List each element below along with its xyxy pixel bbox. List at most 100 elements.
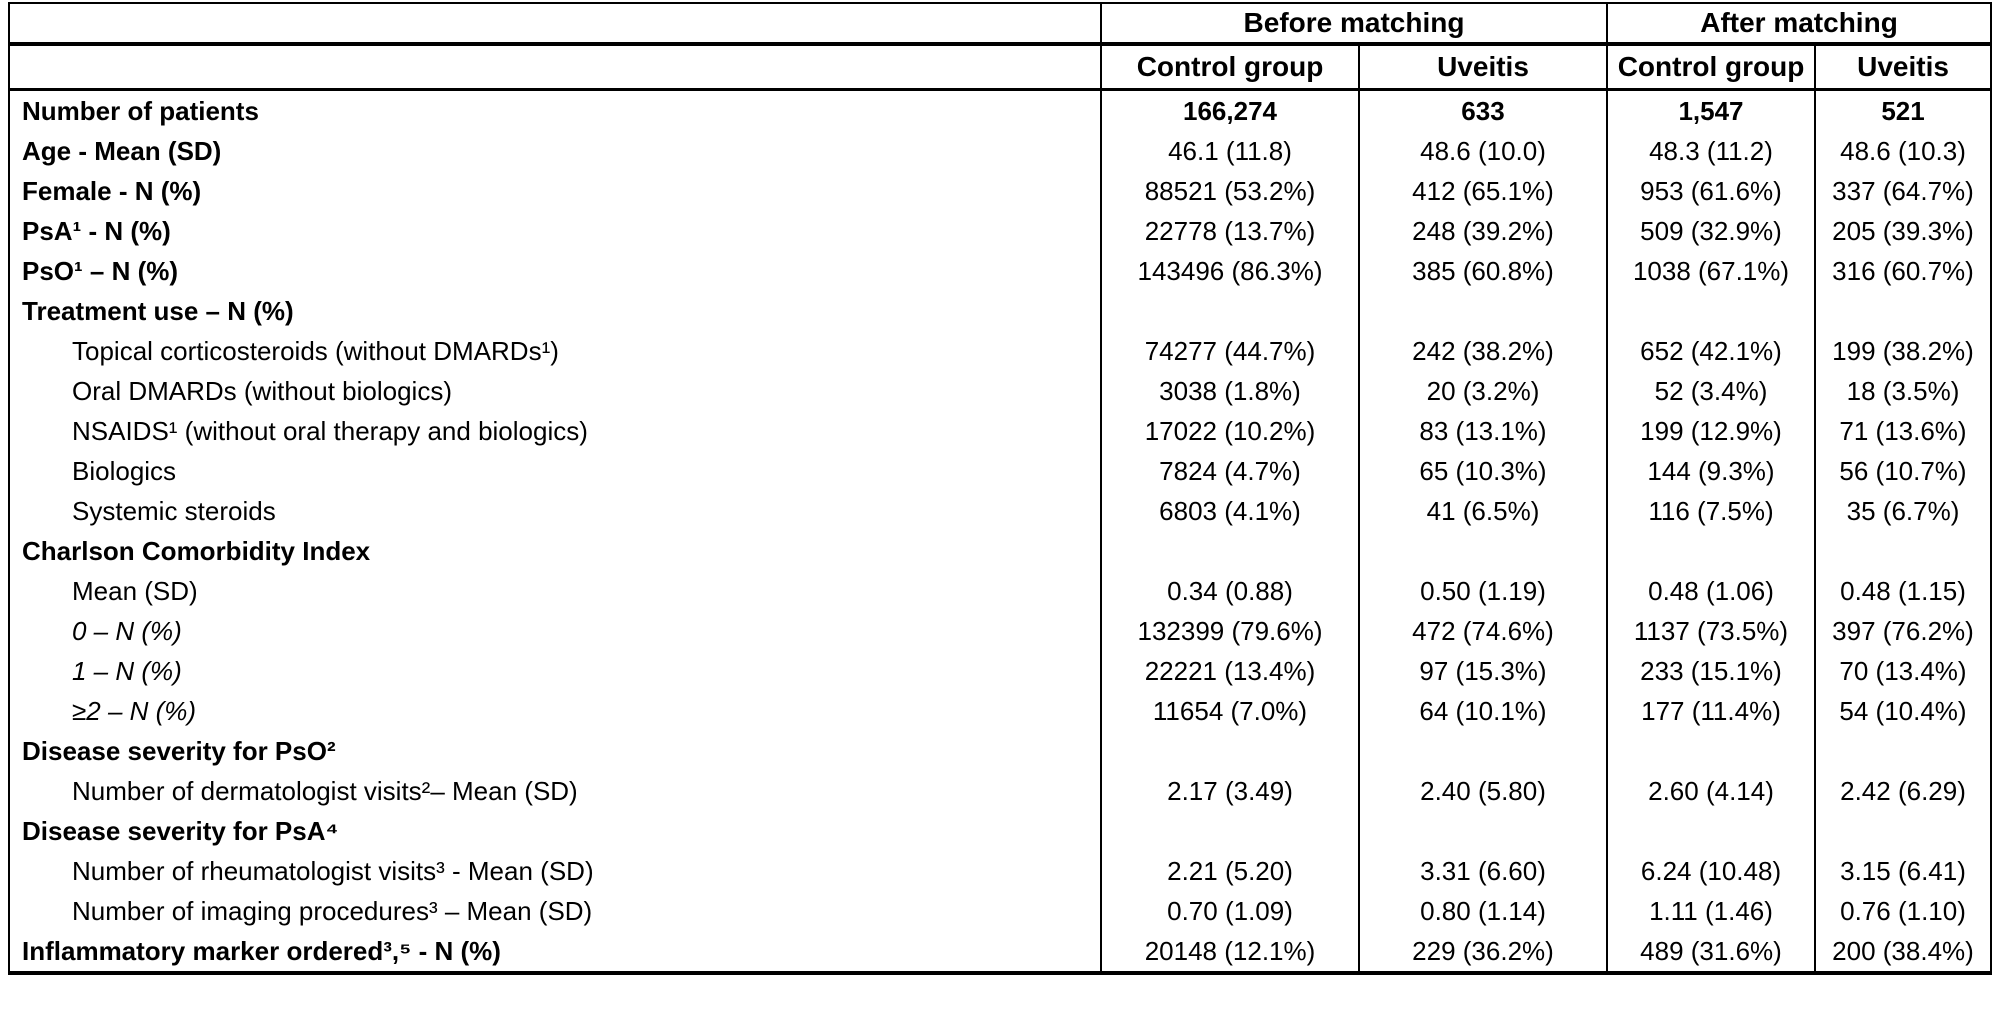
cell-value: 3038 (1.8%) (1100, 371, 1359, 411)
cell-value: 17022 (10.2%) (1100, 411, 1359, 451)
row-label: Number of imaging procedures³ – Mean (SD… (72, 896, 593, 926)
table-row: Topical corticosteroids (without DMARDs¹… (9, 331, 1992, 371)
column-header-uveitis-after: Uveitis (1813, 44, 1992, 91)
table-row: Disease severity for PsO² (9, 731, 1992, 771)
table-row: Disease severity for PsA⁴ (9, 811, 1992, 851)
cell-value: 2.60 (4.14) (1606, 771, 1815, 811)
cell-value: 18 (3.5%) (1813, 371, 1992, 411)
corner-cell (9, 44, 1101, 91)
cell-value: 143496 (86.3%) (1100, 251, 1359, 291)
cell-value: 83 (13.1%) (1358, 411, 1607, 451)
group-header-row: Before matching After matching (9, 3, 1992, 46)
cell-value: 97 (15.3%) (1358, 651, 1607, 691)
cell-value: 472 (74.6%) (1358, 611, 1607, 651)
cell-value: 2.17 (3.49) (1100, 771, 1359, 811)
cell-value: 132399 (79.6%) (1100, 611, 1359, 651)
row-label: Biologics (72, 456, 177, 486)
table-row: Age - Mean (SD) 46.1 (11.8) 48.6 (10.0) 48.… (9, 131, 1992, 171)
cell-value: 3.15 (6.41) (1813, 851, 1992, 891)
cell-value: 0.34 (0.88) (1100, 571, 1359, 611)
cell-value: 1.11 (1.46) (1606, 891, 1815, 931)
table-row: ≥2 – N (%) 11654 (7.0%) 64 (10.1%) 177 (11.… (9, 691, 1992, 731)
cell-value: 20 (3.2%) (1358, 371, 1607, 411)
column-header-uveitis-before: Uveitis (1358, 44, 1607, 91)
row-label: Number of dermatologist visits²– Mean (S… (72, 776, 578, 806)
cell-value: 385 (60.8%) (1358, 251, 1607, 291)
cell-value: 54 (10.4%) (1813, 691, 1992, 731)
cell-value: 144 (9.3%) (1606, 451, 1815, 491)
table-row: NSAIDS¹ (without oral therapy and biolog… (9, 411, 1992, 451)
cell-value: 0.50 (1.19) (1358, 571, 1607, 611)
cell-value (1358, 811, 1607, 851)
cell-value: 22221 (13.4%) (1100, 651, 1359, 691)
column-header-control-before: Control group (1100, 44, 1359, 91)
table-row: Number of patients 166,274 633 1,547 521 (9, 89, 1992, 131)
cell-value: 20148 (12.1%) (1100, 931, 1359, 973)
baseline-characteristics-table: Before matching After matching Control g… (8, 2, 1993, 975)
cell-value: 200 (38.4%) (1813, 931, 1992, 973)
cell-value (1606, 731, 1815, 771)
column-header-row: Control group Uveitis Control group Uvei… (9, 44, 1992, 91)
row-label: Systemic steroids (72, 496, 276, 526)
table-row: Number of dermatologist visits²– Mean (S… (9, 771, 1992, 811)
cell-value: 0.48 (1.15) (1813, 571, 1992, 611)
cell-value: 229 (36.2%) (1358, 931, 1607, 973)
table-row: PsO¹ – N (%) 143496 (86.3%) 385 (60.8%) 103… (9, 251, 1992, 291)
row-label: Age - Mean (SD) (22, 136, 222, 166)
cell-value: 205 (39.3%) (1813, 211, 1992, 251)
cell-value: 88521 (53.2%) (1100, 171, 1359, 211)
cell-value: 166,274 (1100, 89, 1359, 131)
cell-value: 11654 (7.0%) (1100, 691, 1359, 731)
row-label: ≥2 – N (%) (72, 696, 197, 726)
row-label: PsO¹ – N (%) (22, 256, 179, 286)
table-row: Biologics 7824 (4.7%) 65 (10.3%) 144 (9.3%)… (9, 451, 1992, 491)
row-label: Treatment use – N (%) (22, 296, 294, 326)
cell-value: 2.42 (6.29) (1813, 771, 1992, 811)
table-row: Systemic steroids 6803 (4.1%) 41 (6.5%) 116… (9, 491, 1992, 531)
cell-value (1606, 811, 1815, 851)
cell-value: 199 (12.9%) (1606, 411, 1815, 451)
corner-cell (9, 3, 1101, 46)
cell-value: 3.31 (6.60) (1358, 851, 1607, 891)
table-row: Treatment use – N (%) (9, 291, 1992, 331)
table-body: Number of patients 166,274 633 1,547 521 Age … (9, 89, 1992, 973)
cell-value: 35 (6.7%) (1813, 491, 1992, 531)
cell-value: 0.80 (1.14) (1358, 891, 1607, 931)
row-label: PsA¹ - N (%) (22, 216, 171, 246)
table-row: Female - N (%) 88521 (53.2%) 412 (65.1%) 95… (9, 171, 1992, 211)
table-row: 1 – N (%) 22221 (13.4%) 97 (15.3%) 233 (15.… (9, 651, 1992, 691)
cell-value: 953 (61.6%) (1606, 171, 1815, 211)
cell-value: 337 (64.7%) (1813, 171, 1992, 211)
row-label: NSAIDS¹ (without oral therapy and biolog… (72, 416, 588, 446)
row-label: Oral DMARDs (without biologics) (72, 376, 452, 406)
row-label: 1 – N (%) (72, 656, 182, 686)
row-label: Number of patients (22, 96, 259, 126)
cell-value: 652 (42.1%) (1606, 331, 1815, 371)
cell-value (1813, 291, 1992, 331)
cell-value (1813, 811, 1992, 851)
table-row: Number of imaging procedures³ – Mean (SD… (9, 891, 1992, 931)
cell-value (1100, 291, 1359, 331)
cell-value: 1038 (67.1%) (1606, 251, 1815, 291)
cell-value: 48.6 (10.3) (1813, 131, 1992, 171)
cell-value: 489 (31.6%) (1606, 931, 1815, 973)
cell-value: 6.24 (10.48) (1606, 851, 1815, 891)
cell-value: 397 (76.2%) (1813, 611, 1992, 651)
cell-value (1358, 291, 1607, 331)
cell-value: 48.3 (11.2) (1606, 131, 1815, 171)
cell-value (1813, 731, 1992, 771)
cell-value: 248 (39.2%) (1358, 211, 1607, 251)
table-row: Inflammatory marker ordered³,⁵ - N (%) 20… (9, 931, 1992, 973)
cell-value: 46.1 (11.8) (1100, 131, 1359, 171)
group-header-before-matching: Before matching (1100, 3, 1607, 46)
table-row: 0 – N (%) 132399 (79.6%) 472 (74.6%) 1137 (… (9, 611, 1992, 651)
cell-value (1100, 531, 1359, 571)
column-header-control-after: Control group (1606, 44, 1815, 91)
cell-value (1358, 531, 1607, 571)
cell-value: 70 (13.4%) (1813, 651, 1992, 691)
cell-value: 1137 (73.5%) (1606, 611, 1815, 651)
cell-value (1100, 731, 1359, 771)
cell-value: 316 (60.7%) (1813, 251, 1992, 291)
table-row: Charlson Comorbidity Index (9, 531, 1992, 571)
